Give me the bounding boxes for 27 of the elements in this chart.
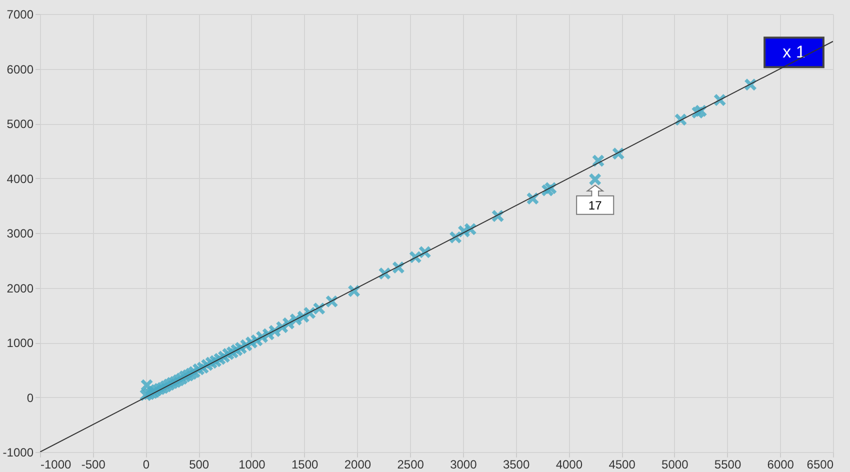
y-tick-label: 4000 (6, 172, 34, 186)
x-tick-label: -500 (81, 458, 106, 472)
x-tick-label: 5500 (714, 458, 742, 472)
x-tick-label: 2500 (397, 458, 424, 472)
y-tick-label: 7000 (6, 8, 34, 22)
x-tick-label: -1000 (40, 458, 72, 472)
y-tick-label: 0 (26, 390, 34, 405)
x-tick-label: 3500 (502, 458, 530, 472)
x-tick-label: 6500 (806, 458, 834, 472)
x-tick-label: 6000 (767, 458, 794, 472)
y-tick-label: 2000 (6, 281, 34, 296)
x-tick-label: 4500 (608, 458, 636, 472)
x-tick-label: 500 (189, 458, 210, 472)
y-tick-label: 3000 (6, 226, 34, 240)
y-tick-label: 5000 (6, 117, 34, 131)
x-tick-label: 5000 (662, 458, 689, 472)
x-tick-label: 1000 (238, 458, 266, 472)
y-tick-label: -1000 (2, 446, 34, 460)
x-tick-label: 2000 (344, 458, 372, 472)
y-tick-label: 1000 (6, 336, 34, 350)
x-tick-label: 0 (142, 458, 150, 472)
x-tick-label: 3000 (450, 458, 478, 472)
x-tick-label: 4000 (556, 458, 583, 472)
annotation: 17 (588, 198, 602, 212)
series-label: x 1 (782, 42, 806, 62)
y-tick-label: 6000 (6, 62, 34, 76)
x-tick-label: 1500 (291, 458, 319, 472)
